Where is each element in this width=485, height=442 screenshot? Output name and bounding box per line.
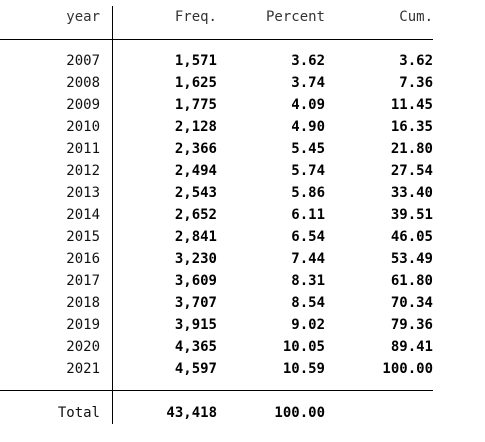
table-cell-freq: 3,230: [174, 251, 217, 267]
table-cell-percent: 4.09: [291, 97, 325, 113]
table-cell-year: 2020: [66, 339, 100, 355]
table-cell-percent: 8.54: [291, 295, 325, 311]
column-divider-bottom: [112, 390, 113, 424]
total-rule: [0, 390, 433, 391]
table-cell-freq: 4,365: [174, 339, 217, 355]
table-cell-percent: 6.54: [291, 229, 325, 245]
table-cell-year: 2021: [66, 361, 100, 377]
table-cell-freq: 1,775: [174, 97, 217, 113]
table-cell-percent: 5.86: [291, 185, 325, 201]
table-cell-cum: 11.45: [390, 97, 433, 113]
table-cell-freq: 1,625: [174, 75, 217, 91]
table-cell-year: 2011: [66, 141, 100, 157]
table-cell-cum: 39.51: [390, 207, 433, 223]
table-cell-year: 2015: [66, 229, 100, 245]
table-cell-year: 2019: [66, 317, 100, 333]
table-cell-percent: 10.59: [282, 361, 325, 377]
table-cell-cum: 89.41: [390, 339, 433, 355]
table-cell-cum: 46.05: [390, 229, 433, 245]
table-cell-percent: 9.02: [291, 317, 325, 333]
table-cell-freq: 2,841: [174, 229, 217, 245]
table-cell-percent: 3.74: [291, 75, 325, 91]
table-cell-year: 2014: [66, 207, 100, 223]
table-cell-percent: 10.05: [282, 339, 325, 355]
total-freq: 43,418: [166, 405, 217, 421]
header-freq: Freq.: [174, 9, 217, 25]
table-cell-year: 2017: [66, 273, 100, 289]
table-cell-cum: 21.80: [390, 141, 433, 157]
header-percent: Percent: [265, 9, 325, 25]
total-label: Total: [57, 405, 100, 421]
table-cell-percent: 4.90: [291, 119, 325, 135]
table-cell-cum: 100.00: [382, 361, 433, 377]
table-cell-cum: 27.54: [390, 163, 433, 179]
table-cell-year: 2009: [66, 97, 100, 113]
table-cell-cum: 16.35: [390, 119, 433, 135]
table-cell-percent: 5.74: [291, 163, 325, 179]
table-cell-freq: 1,571: [174, 53, 217, 69]
table-cell-percent: 3.62: [291, 53, 325, 69]
column-divider-top: [112, 6, 113, 390]
table-cell-cum: 33.40: [390, 185, 433, 201]
table-cell-percent: 5.45: [291, 141, 325, 157]
table-cell-freq: 2,543: [174, 185, 217, 201]
table-cell-percent: 7.44: [291, 251, 325, 267]
table-cell-cum: 53.49: [390, 251, 433, 267]
table-cell-percent: 8.31: [291, 273, 325, 289]
table-cell-year: 2008: [66, 75, 100, 91]
table-cell-year: 2010: [66, 119, 100, 135]
table-cell-cum: 3.62: [399, 53, 433, 69]
table-cell-freq: 3,609: [174, 273, 217, 289]
table-cell-freq: 3,707: [174, 295, 217, 311]
table-cell-year: 2018: [66, 295, 100, 311]
table-cell-freq: 2,366: [174, 141, 217, 157]
table-cell-freq: 2,652: [174, 207, 217, 223]
header-rule: [0, 39, 433, 40]
header-cum: Cum.: [399, 9, 433, 25]
table-cell-cum: 7.36: [399, 75, 433, 91]
table-cell-freq: 3,915: [174, 317, 217, 333]
table-cell-freq: 4,597: [174, 361, 217, 377]
table-cell-cum: 79.36: [390, 317, 433, 333]
table-cell-year: 2016: [66, 251, 100, 267]
table-cell-cum: 70.34: [390, 295, 433, 311]
table-cell-year: 2007: [66, 53, 100, 69]
table-cell-year: 2012: [66, 163, 100, 179]
total-percent: 100.00: [274, 405, 325, 421]
table-cell-percent: 6.11: [291, 207, 325, 223]
table-cell-cum: 61.80: [390, 273, 433, 289]
table-cell-freq: 2,128: [174, 119, 217, 135]
table-cell-freq: 2,494: [174, 163, 217, 179]
header-year: year: [66, 9, 100, 25]
table-cell-year: 2013: [66, 185, 100, 201]
